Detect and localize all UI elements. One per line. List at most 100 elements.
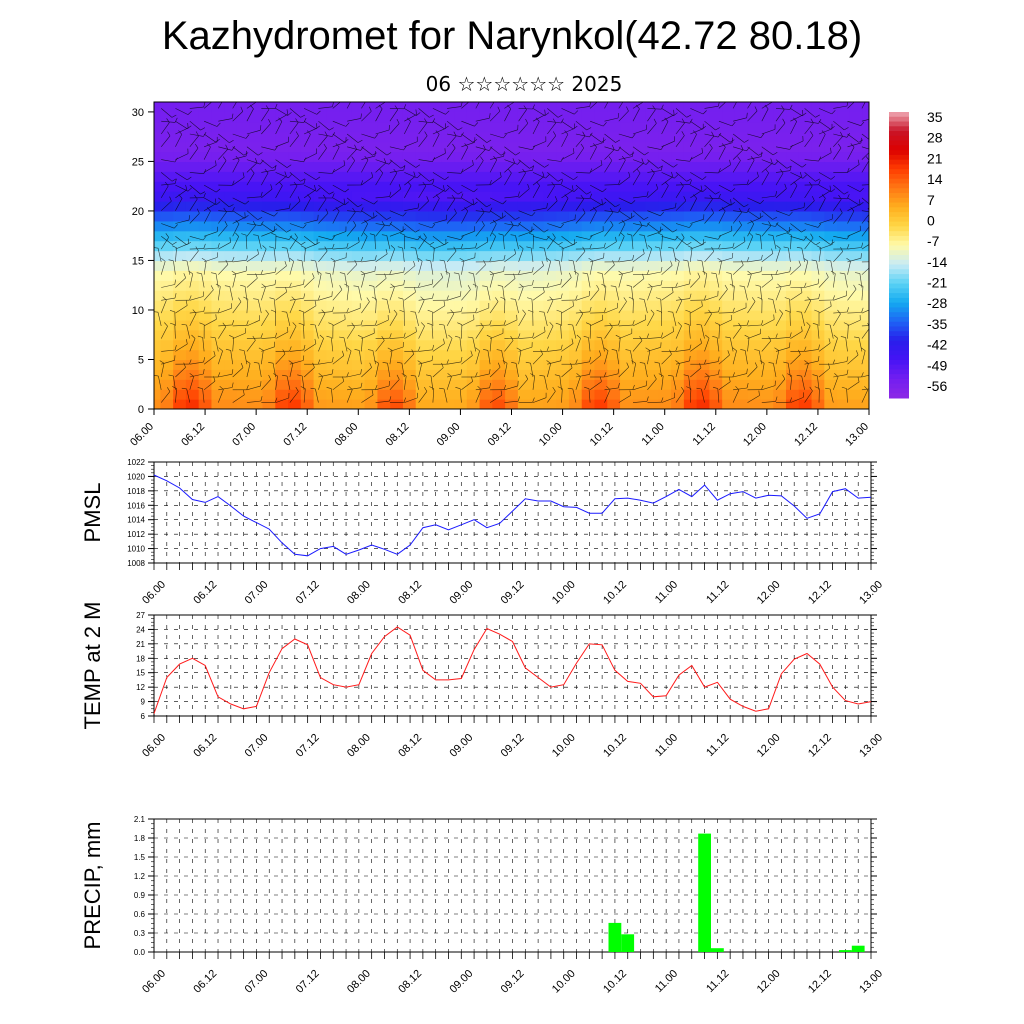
wind-barb-feather [360, 113, 362, 119]
field-cell [862, 349, 869, 361]
wind-barb [589, 164, 603, 173]
field-cell [747, 151, 762, 163]
field-cell [734, 240, 749, 252]
wind-barb [690, 134, 697, 147]
field-cell [262, 230, 276, 242]
field-cell [632, 389, 647, 400]
field-cell [773, 379, 787, 390]
field-cell [339, 319, 353, 331]
field-cell [160, 290, 174, 301]
wind-barb-feather [474, 122, 479, 127]
field-cell [339, 359, 353, 370]
wind-barb-feather [473, 188, 478, 193]
field-cell [811, 131, 825, 143]
field-cell [211, 349, 225, 361]
field-cell [211, 220, 225, 232]
wind-barb [561, 134, 569, 147]
wind-barb-feather [856, 350, 859, 356]
wind-barb [661, 235, 663, 250]
wind-barb-feather [443, 338, 445, 344]
wind-barb [618, 210, 631, 219]
field-cell [505, 250, 519, 262]
wind-barb-feather [472, 198, 474, 204]
wind-barb-feather [861, 372, 864, 378]
wind-barb [775, 223, 788, 233]
wind-barb-feather [216, 188, 221, 193]
field-cell [620, 379, 634, 390]
wind-barb [303, 198, 311, 211]
wind-barb [518, 379, 529, 390]
field-cell [236, 121, 251, 133]
field-cell [339, 102, 353, 113]
wind-barb [518, 109, 527, 122]
field-cell [849, 102, 864, 113]
field-cell [760, 300, 774, 311]
wind-barb-feather [789, 266, 791, 272]
wind-barb-feather [154, 311, 159, 313]
field-cell [786, 309, 800, 321]
field-cell [581, 280, 596, 291]
wind-barb [547, 237, 556, 250]
wind-barb [547, 349, 562, 352]
field-cell [760, 260, 774, 271]
wind-barb-feather [413, 171, 416, 177]
wind-barb-feather [489, 256, 492, 262]
field-cell [837, 131, 851, 143]
wind-barb-feather [857, 159, 860, 165]
y-tick-label: 1014 [127, 516, 145, 525]
field-cell [173, 379, 187, 390]
field-cell [709, 270, 723, 281]
field-cell [786, 260, 800, 271]
wind-barb [461, 260, 465, 275]
wind-barb [404, 172, 418, 179]
field-cell [556, 230, 570, 242]
wind-barb-feather [675, 202, 677, 208]
field-cell [620, 329, 634, 341]
field-cell [824, 260, 838, 271]
wind-barb [575, 295, 590, 301]
field-cell [492, 250, 506, 262]
field-cell [658, 280, 672, 291]
wind-barb [804, 172, 816, 182]
field-cell [211, 250, 225, 262]
field-cell [402, 191, 417, 202]
field-cell [377, 240, 391, 252]
field-cell [415, 121, 430, 133]
field-cell [671, 359, 685, 370]
field-cell [300, 389, 315, 400]
wind-barb-feather [303, 344, 306, 350]
wind-barb [718, 133, 731, 143]
field-cell [211, 230, 225, 242]
field-cell [849, 280, 864, 291]
x-tick-label: 13.00 [857, 732, 885, 760]
wind-barb-feather [603, 242, 606, 248]
wind-barb [590, 257, 604, 263]
wind-barb-feather [515, 216, 520, 220]
field-cell [300, 201, 315, 212]
wind-barb [389, 159, 402, 169]
field-cell [415, 220, 430, 232]
field-cell [173, 181, 187, 192]
wind-barb-feather [322, 194, 327, 200]
wind-barb-feather [224, 285, 230, 287]
field-cell [492, 210, 506, 222]
wind-barb [218, 225, 228, 237]
wind-barb [318, 311, 333, 314]
field-cell [658, 329, 672, 341]
wind-barb [504, 210, 516, 220]
wind-barb-feather [503, 320, 506, 326]
field-cell [454, 300, 468, 311]
colorbar-swatch [889, 154, 909, 161]
wind-barb-feather [457, 191, 463, 195]
wind-barb [272, 363, 276, 378]
wind-barb-feather [357, 204, 363, 208]
field-cell [658, 290, 672, 301]
wind-barb-feather [497, 284, 503, 287]
field-cell [402, 131, 417, 143]
wind-barb [189, 250, 199, 263]
wind-barb [303, 277, 315, 288]
wind-barb [804, 298, 819, 301]
field-cell [154, 389, 161, 400]
wind-barb [246, 108, 254, 122]
field-cell [747, 379, 762, 390]
